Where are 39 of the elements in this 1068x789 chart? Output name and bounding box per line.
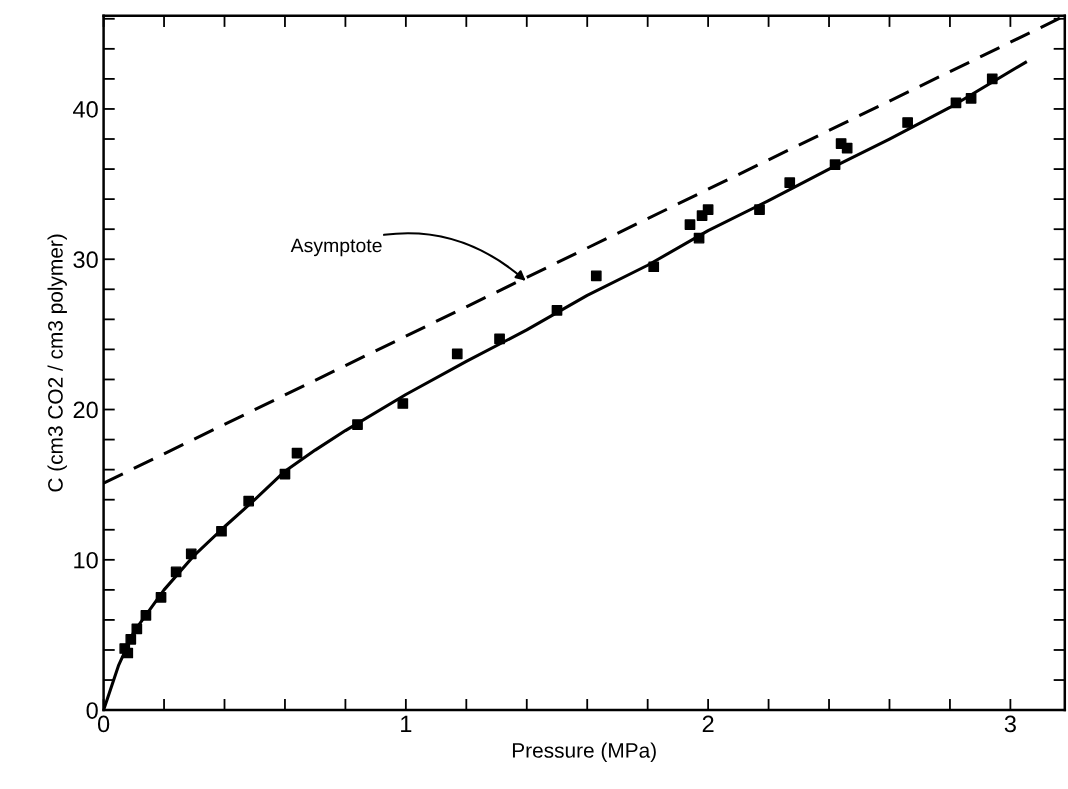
point	[397, 398, 409, 409]
point	[590, 270, 602, 282]
point	[185, 548, 197, 560]
y-tick-label: 30	[73, 251, 98, 269]
annotation: Asymptote	[290, 238, 382, 257]
x-tick-label: 0	[97, 715, 110, 733]
point	[841, 142, 853, 154]
y-tick-label: 20	[73, 401, 98, 419]
point	[216, 525, 227, 537]
y-tick-label: 10	[74, 551, 98, 569]
point	[648, 261, 660, 273]
point	[784, 177, 796, 188]
point	[352, 419, 363, 430]
y-tick-label: 0	[86, 702, 98, 719]
x-axis-title: Pressure (MPa)	[512, 742, 656, 762]
point	[551, 304, 563, 316]
point	[155, 592, 167, 603]
point	[170, 566, 182, 578]
point	[131, 623, 143, 635]
point	[451, 348, 463, 360]
point	[693, 232, 705, 244]
point	[243, 495, 255, 507]
x-tick-label: 2	[702, 715, 714, 733]
point	[829, 159, 841, 170]
point	[279, 468, 291, 480]
point	[140, 610, 152, 621]
point	[754, 204, 765, 216]
point	[125, 634, 137, 645]
x-tick-label: 3	[1004, 715, 1016, 733]
point	[986, 73, 998, 85]
y-tick-label: 40	[73, 101, 98, 118]
y-axis-title: C (cm3 CO2 / cm3 polymer)	[47, 234, 67, 492]
point	[965, 93, 977, 104]
point	[702, 204, 714, 216]
x-tick-label: 1	[401, 715, 412, 733]
point	[494, 333, 505, 345]
point	[122, 647, 134, 659]
point	[902, 117, 913, 128]
point	[684, 219, 696, 231]
